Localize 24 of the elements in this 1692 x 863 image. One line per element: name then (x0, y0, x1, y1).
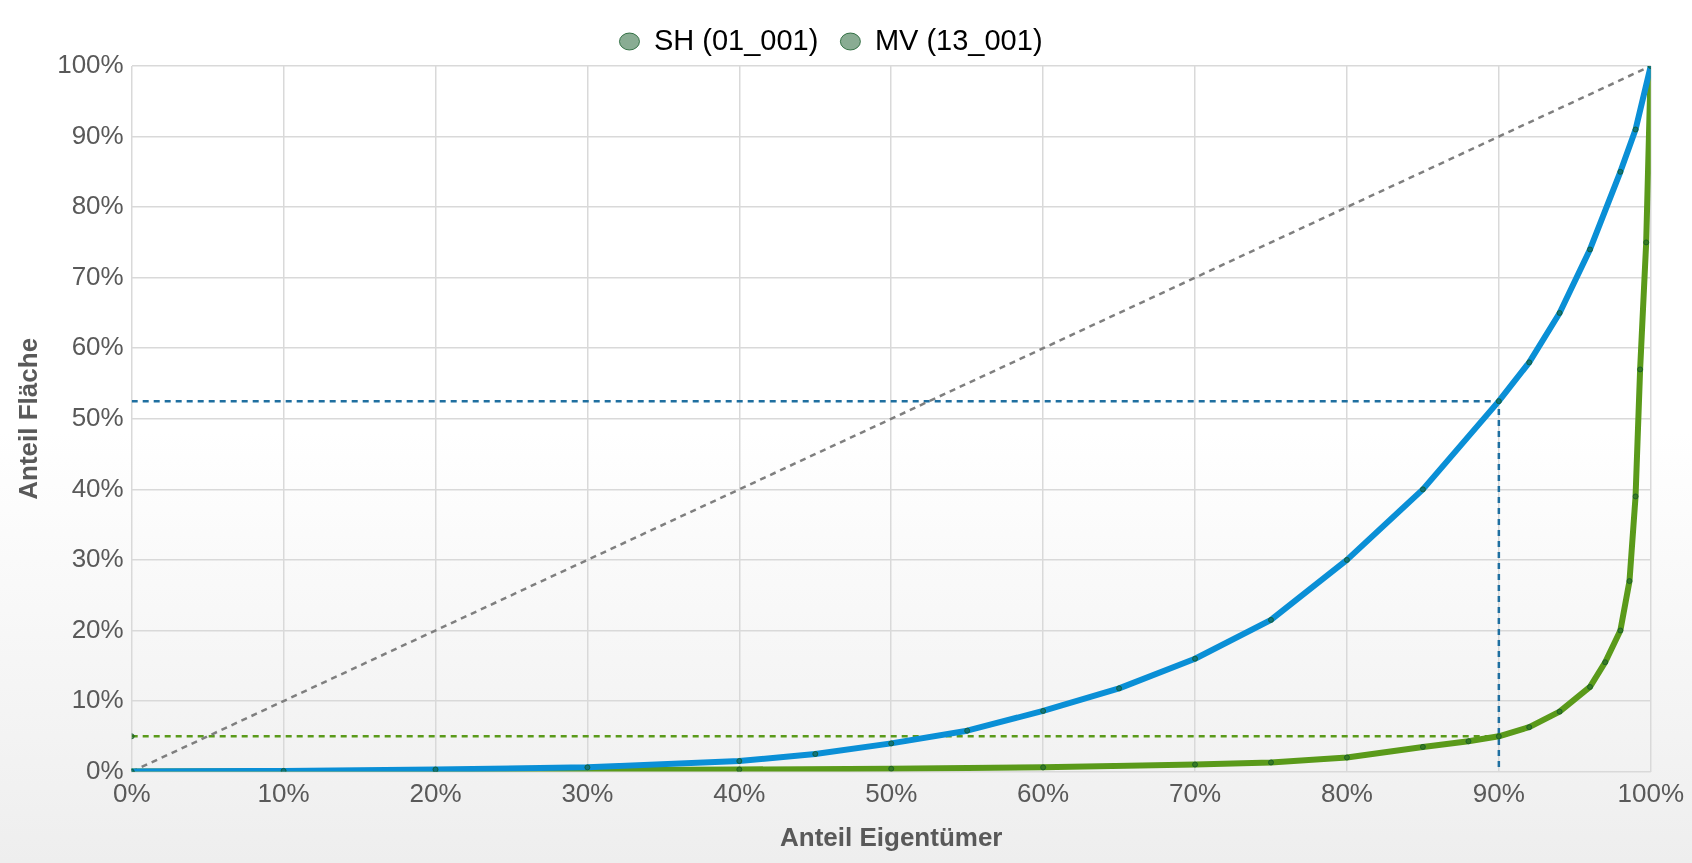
x-tick-label: 10% (257, 778, 310, 809)
x-tick-label: 20% (409, 778, 462, 809)
y-tick-label: 70% (71, 260, 124, 291)
x-tick-label: 50% (865, 778, 918, 809)
y-tick-label: 50% (71, 401, 124, 432)
x-tick-label: 80% (1320, 778, 1373, 809)
y-tick-label: 80% (71, 190, 124, 221)
x-tick-label: 70% (1169, 778, 1222, 809)
x-tick-label: 100% (1617, 778, 1684, 809)
y-tick-label: 40% (71, 472, 124, 503)
y-tick-label: 20% (71, 613, 124, 644)
legend-label: MV (13_001) (874, 23, 1043, 56)
y-tick-label: 10% (71, 684, 124, 715)
y-tick-label: 100% (57, 49, 124, 80)
x-tick-label: 40% (713, 778, 766, 809)
x-tick-label: 60% (1017, 778, 1070, 809)
y-axis-title: Anteil Fläche (12, 337, 43, 500)
y-tick-label: 90% (71, 119, 124, 150)
y-tick-label: 30% (71, 543, 124, 574)
legend-label: SH (01_001) (653, 23, 819, 56)
y-tick-label: 60% (71, 331, 124, 362)
x-axis-title: Anteil Eigentümer (779, 821, 1003, 852)
x-tick-label: 30% (561, 778, 614, 809)
x-tick-label: 90% (1472, 778, 1525, 809)
